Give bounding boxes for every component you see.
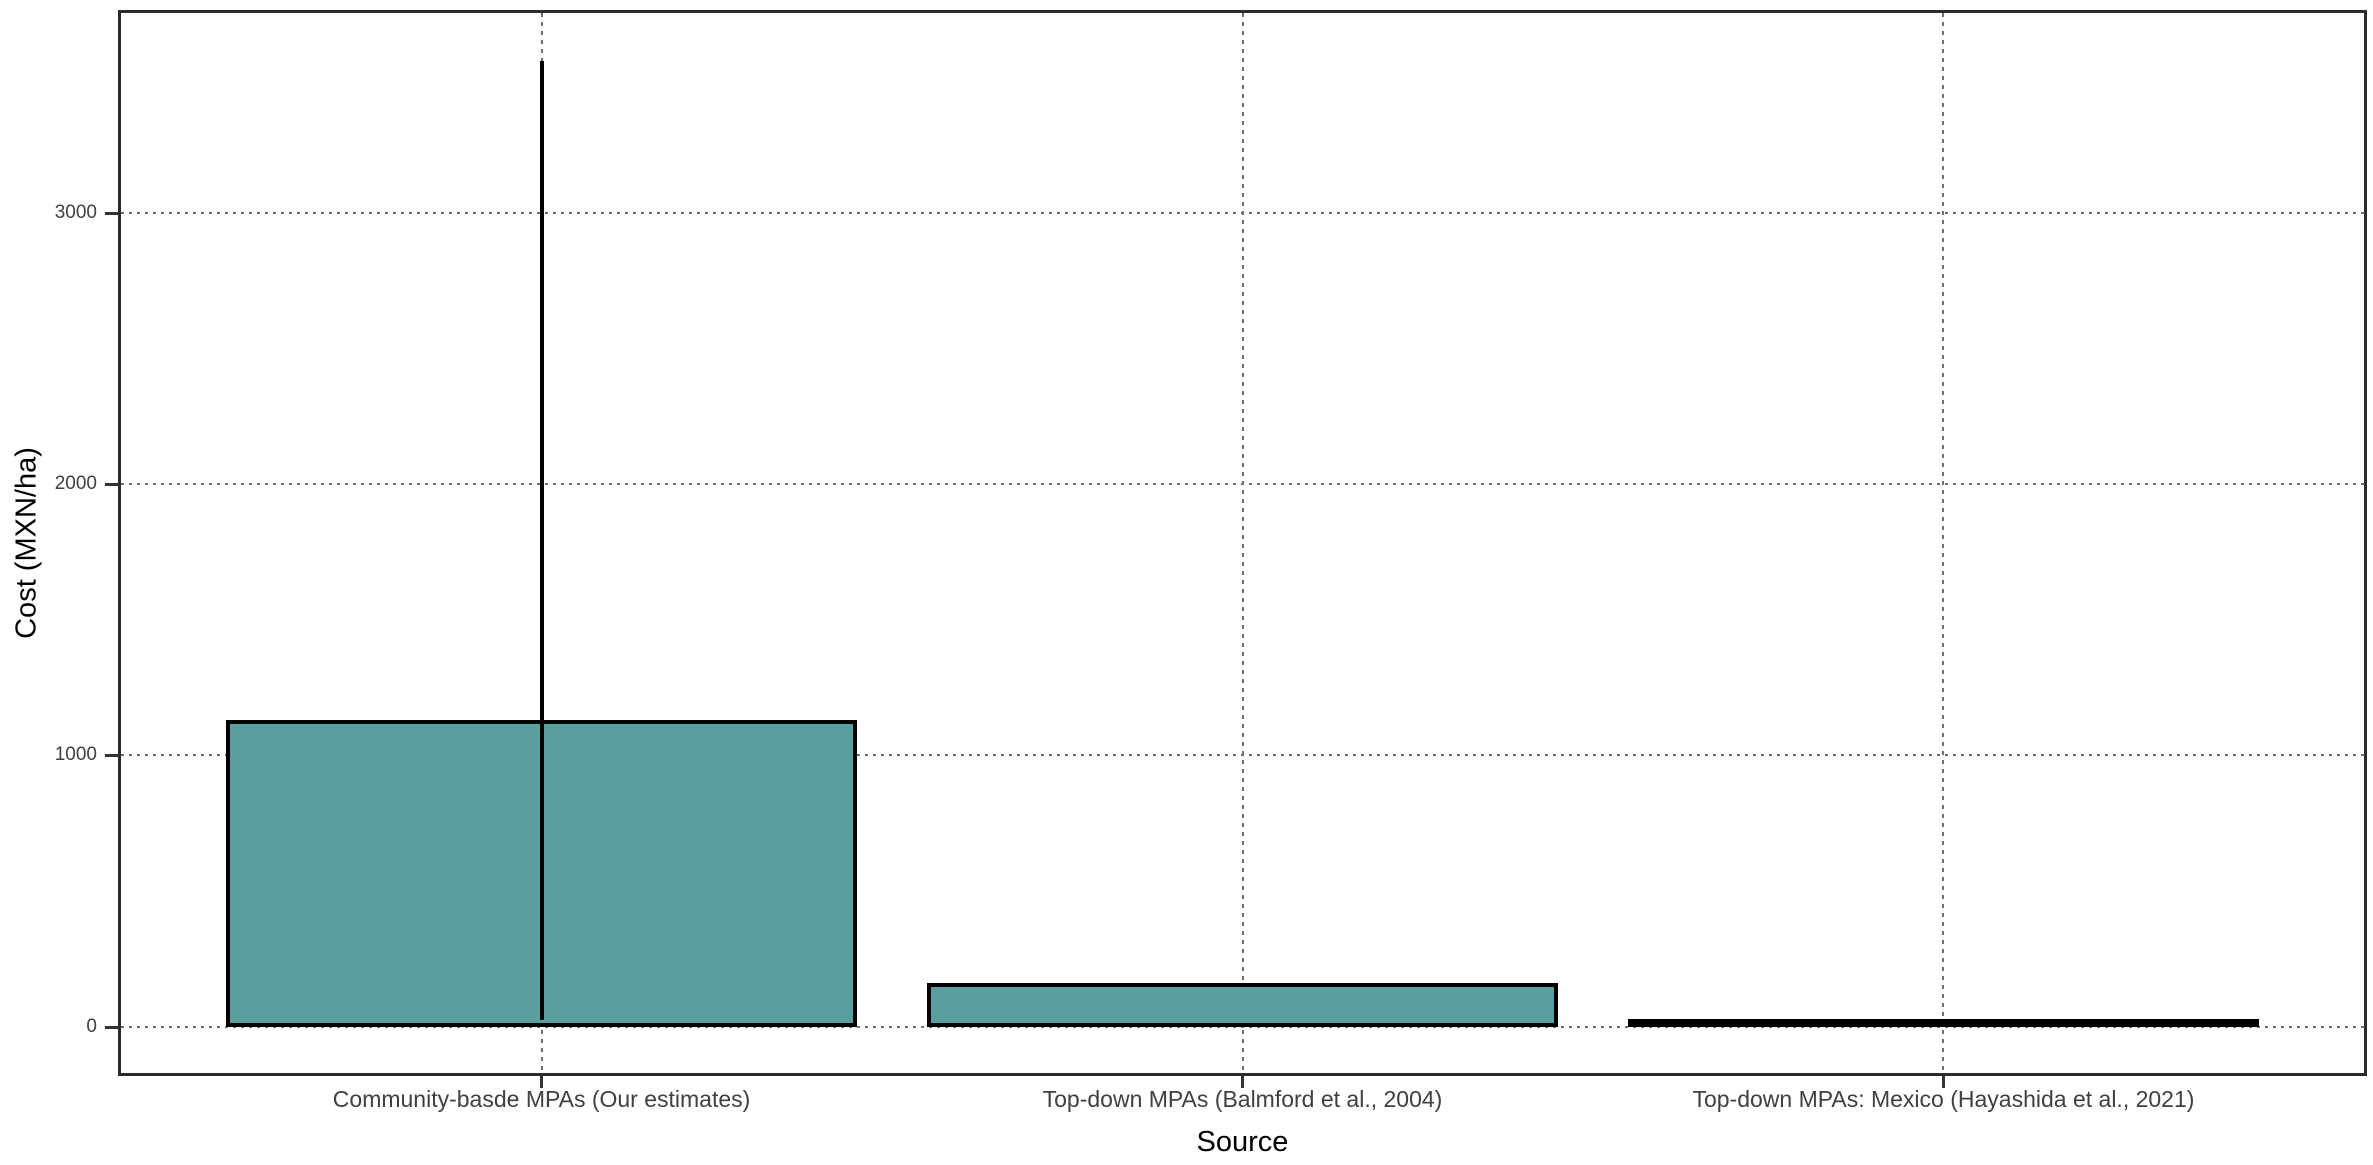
x-tick-mark xyxy=(1241,1076,1244,1088)
x-axis-title: Source xyxy=(1196,1126,1289,1158)
x-tick-mark xyxy=(540,1076,544,1088)
y-tick-label: 0 xyxy=(86,1015,97,1037)
error-bar xyxy=(539,60,544,1021)
x-gridline xyxy=(1942,13,1945,1073)
y-tick-mark xyxy=(105,1025,118,1029)
y-tick-mark xyxy=(105,211,118,215)
y-axis-title: Cost (MXN/ha) xyxy=(10,447,43,639)
y-tick-label: 3000 xyxy=(54,201,97,223)
x-category-label: Top-down MPAs (Balmford et al., 2004) xyxy=(1042,1086,1443,1112)
x-gridline xyxy=(1241,13,1244,1073)
y-tick-mark xyxy=(105,754,118,758)
y-tick-label: 1000 xyxy=(54,744,97,766)
bar xyxy=(927,983,1558,1027)
x-category-label: Top-down MPAs: Mexico (Hayashida et al.,… xyxy=(1692,1086,2195,1112)
y-tick-label: 2000 xyxy=(54,472,97,494)
plot-area xyxy=(121,13,2364,1073)
bar xyxy=(1628,1018,2259,1027)
x-tick-mark xyxy=(1941,1076,1945,1088)
y-tick-mark xyxy=(105,482,118,486)
plot-panel xyxy=(118,10,2367,1076)
x-category-label: Community-basde MPAs (Our estimates) xyxy=(332,1086,751,1112)
